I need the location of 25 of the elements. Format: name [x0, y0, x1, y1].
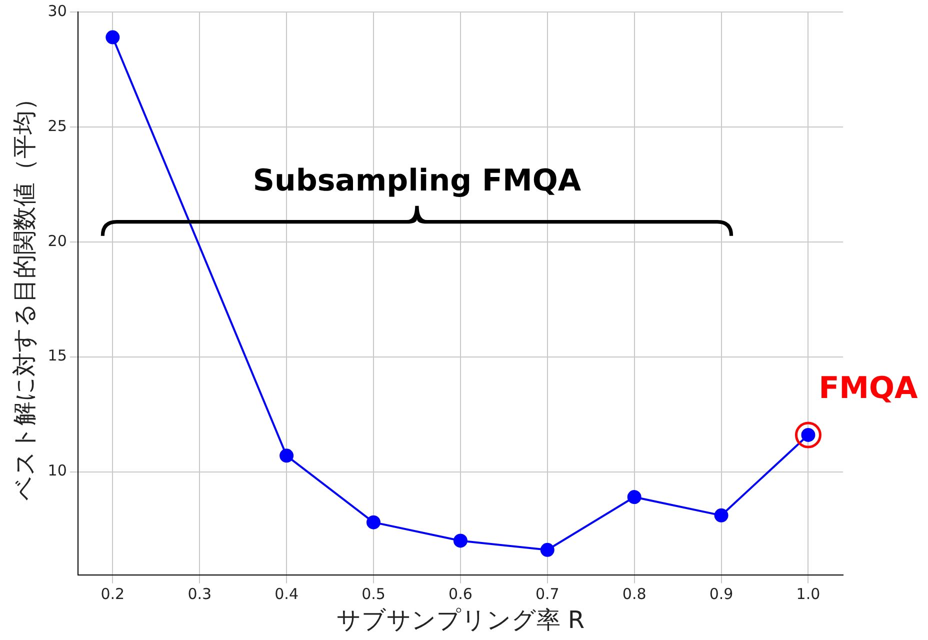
- point: [453, 534, 468, 548]
- x-tick-label: 1.0: [796, 585, 820, 604]
- point: [366, 515, 380, 530]
- x-tick-label: 0.4: [274, 585, 298, 604]
- y-tick-label: 30: [48, 2, 67, 20]
- y-tick-label: 15: [48, 346, 67, 365]
- annotation: FMQA: [818, 370, 919, 406]
- x-tick-label: 0.3: [188, 585, 212, 604]
- point: [540, 542, 554, 557]
- x-tick-label: 0.6: [448, 585, 472, 604]
- y-tick-label: 10: [48, 462, 67, 480]
- point: [627, 490, 642, 504]
- point: [106, 30, 120, 44]
- x-tick-label: 0.7: [535, 585, 560, 604]
- x-tick-label: 0.2: [100, 585, 125, 604]
- point: [280, 448, 294, 463]
- y-tick-label: 20: [48, 232, 67, 250]
- annotation: Subsampling FMQA: [252, 164, 582, 199]
- y-axis-title: ベスト解に対する目的関数値（平均）: [10, 86, 39, 501]
- x-axis-title: サブサンプリング率 R: [336, 606, 585, 634]
- x-tick-label: 0.8: [622, 585, 646, 604]
- y-tick-label: 25: [48, 116, 67, 135]
- x-tick-label: 0.5: [362, 585, 386, 604]
- point: [714, 508, 728, 522]
- x-tick-label: 0.9: [709, 585, 734, 604]
